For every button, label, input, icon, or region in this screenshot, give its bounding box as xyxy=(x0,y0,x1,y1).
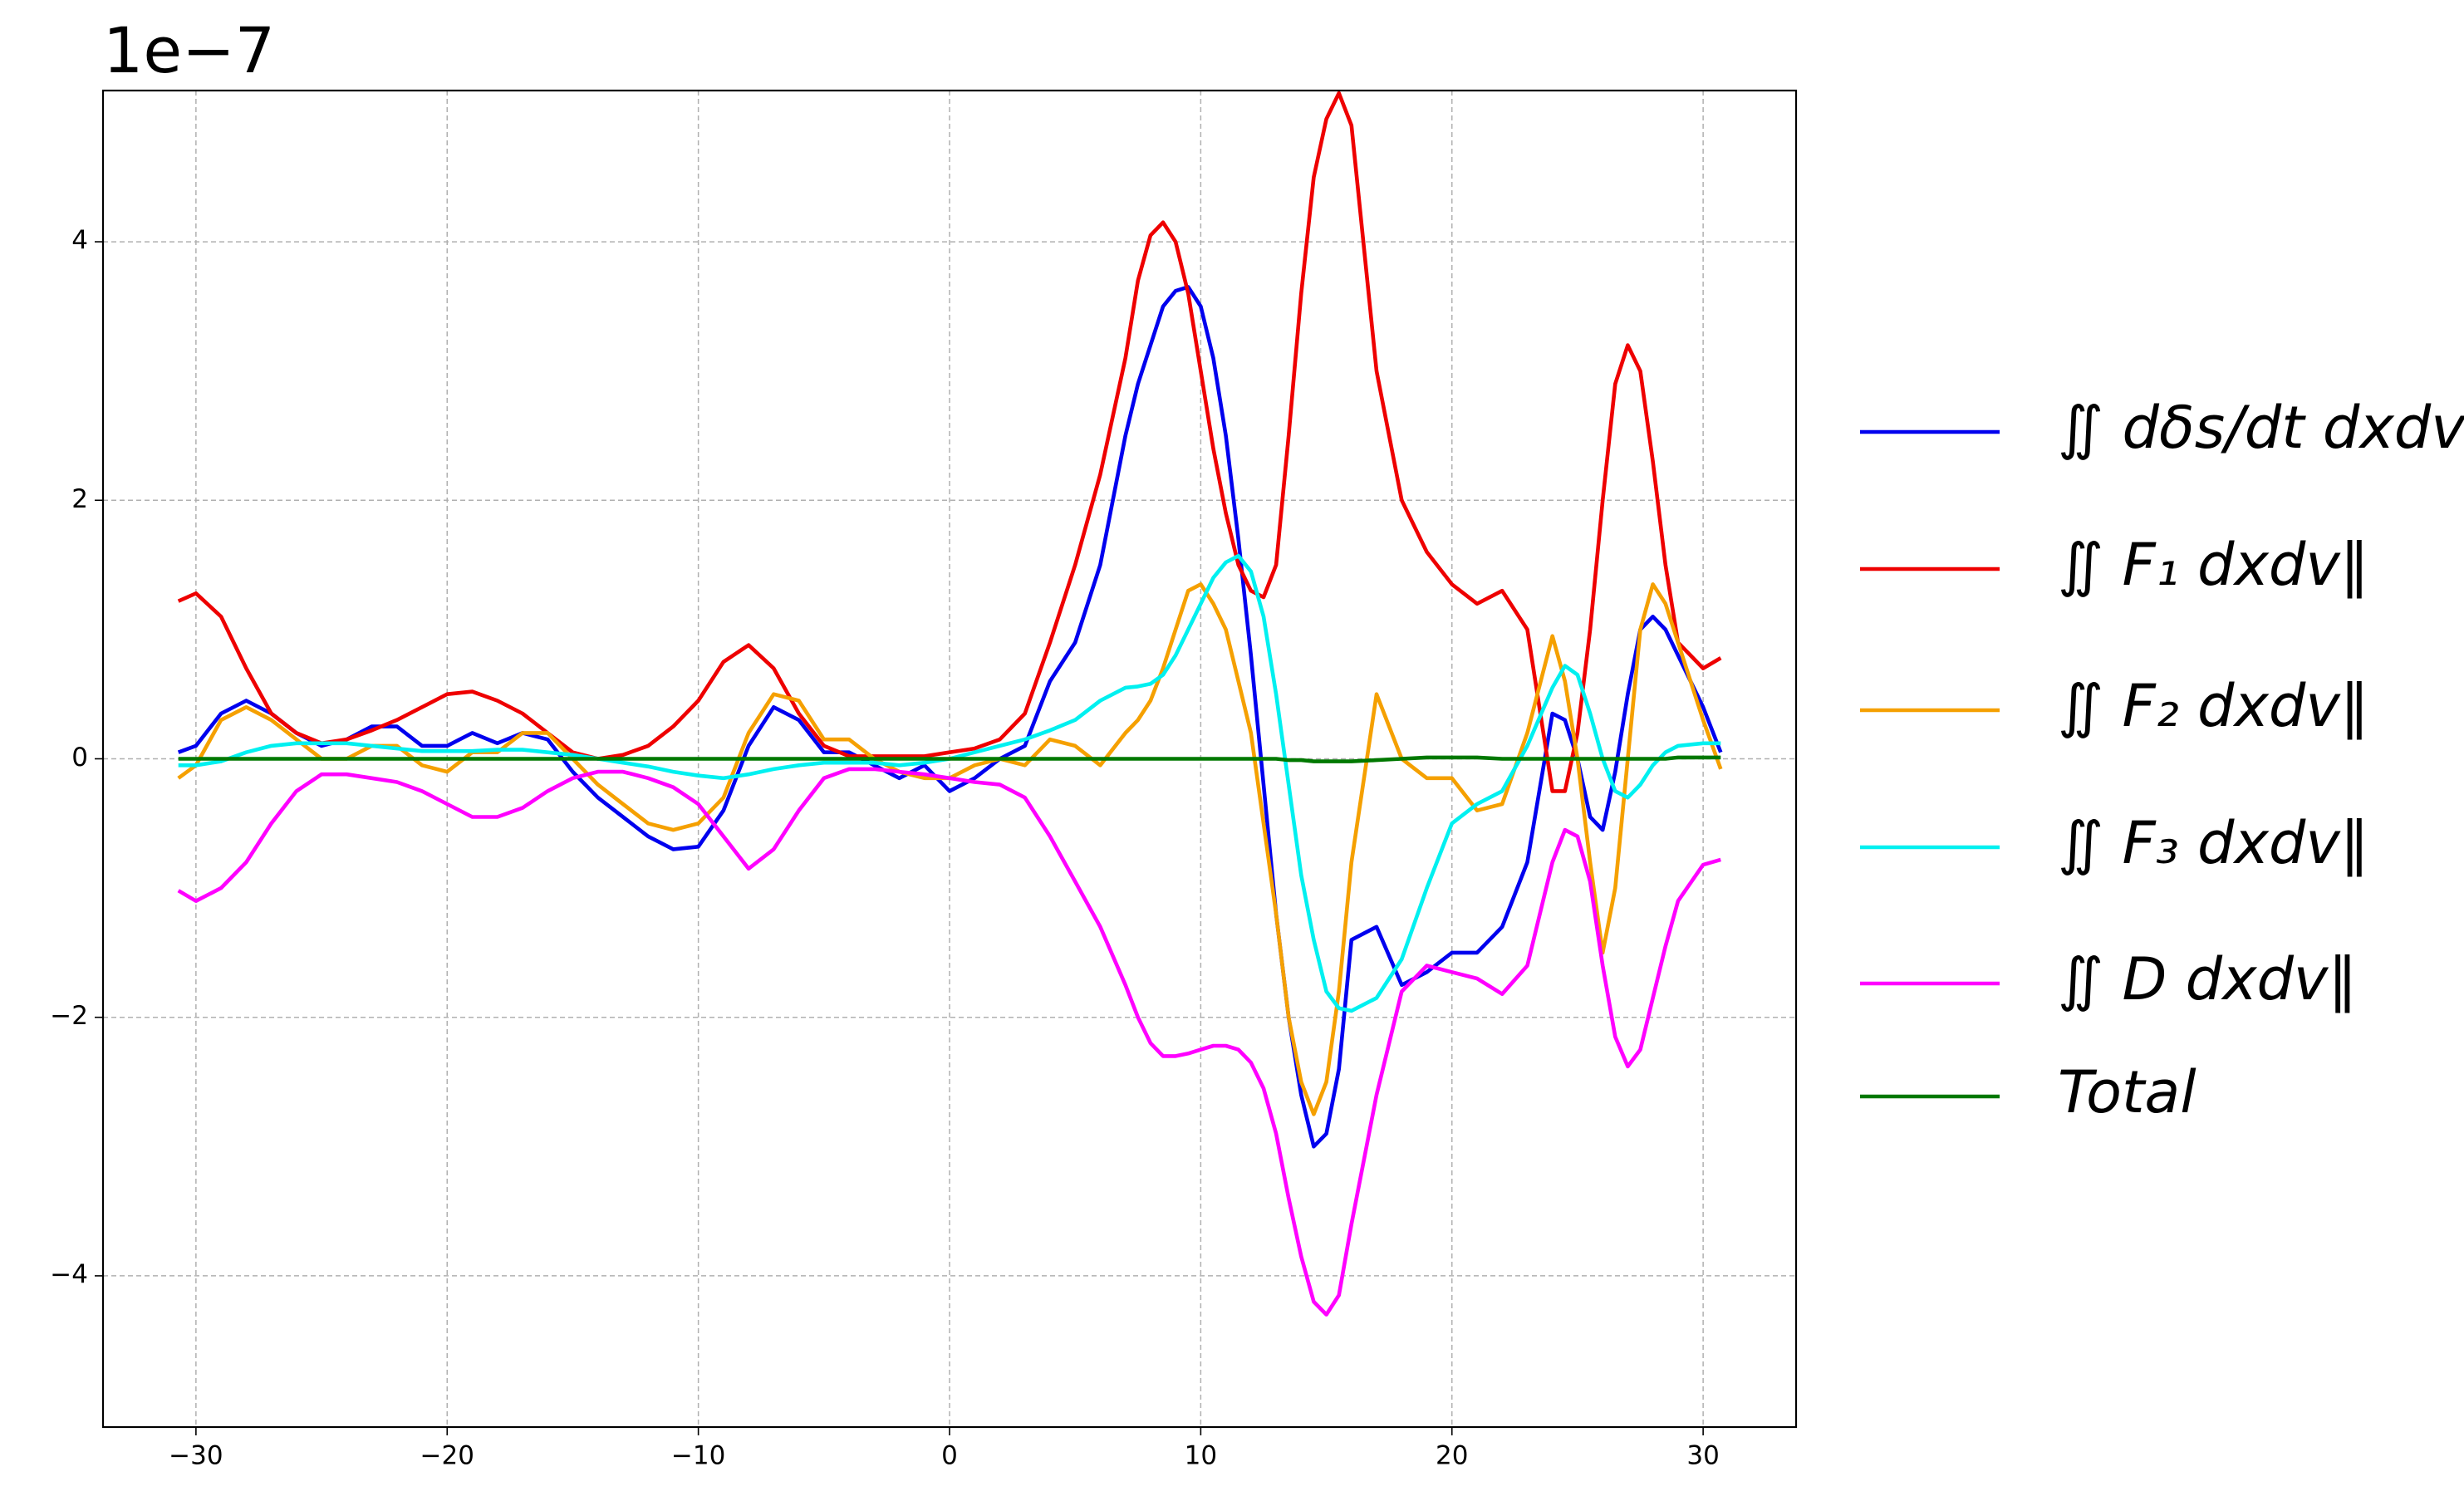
series-line xyxy=(177,91,1722,793)
legend-label: Total xyxy=(2058,1058,2196,1126)
y-tick-label: −2 xyxy=(50,1001,88,1031)
x-tick-label: 10 xyxy=(1185,1441,1217,1471)
x-tick-label: −20 xyxy=(420,1441,474,1471)
legend-label: ∬ F₂ dxdv‖ xyxy=(2058,672,2369,740)
series-line xyxy=(178,553,1721,1013)
legend-label: ∬ dδs/dt dxdv‖ xyxy=(2058,394,2464,462)
x-tick-label: 30 xyxy=(1686,1441,1719,1471)
legend-label: ∬ F₁ dxdv‖ xyxy=(2058,531,2369,599)
series-line xyxy=(177,582,1723,1116)
x-tick-label: −10 xyxy=(671,1441,725,1471)
y-tick-label: 0 xyxy=(71,743,88,773)
x-tick-label: 0 xyxy=(941,1441,958,1471)
x-tick-label: 20 xyxy=(1436,1441,1468,1471)
plot-frame xyxy=(101,89,1798,1429)
offset-text: 1e−7 xyxy=(103,13,275,87)
y-tick-label: −4 xyxy=(50,1259,88,1289)
y-tick-label: 4 xyxy=(71,226,88,256)
legend-label: ∬ F₃ dxdv‖ xyxy=(2058,809,2369,877)
series-line xyxy=(177,767,1721,1317)
y-tick-label: 2 xyxy=(71,484,88,514)
series-line xyxy=(178,755,1721,763)
series-line xyxy=(177,285,1723,1149)
x-tick-label: −30 xyxy=(169,1441,223,1471)
legend-label: ∬ D dxdv‖ xyxy=(2058,945,2357,1013)
